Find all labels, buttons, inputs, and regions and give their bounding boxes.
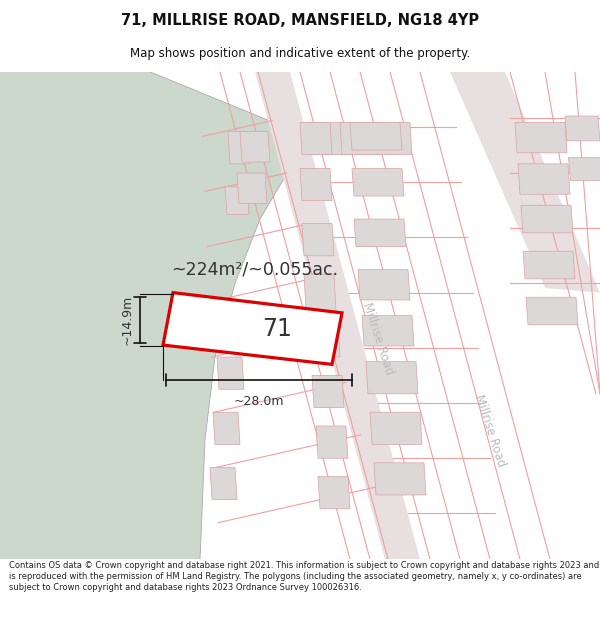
Text: Map shows position and indicative extent of the property.: Map shows position and indicative extent… bbox=[130, 48, 470, 61]
Polygon shape bbox=[523, 251, 575, 279]
Polygon shape bbox=[370, 412, 422, 444]
Polygon shape bbox=[358, 269, 410, 300]
Polygon shape bbox=[308, 122, 382, 154]
Polygon shape bbox=[340, 122, 412, 154]
Polygon shape bbox=[515, 122, 567, 153]
Text: ~28.0m: ~28.0m bbox=[234, 395, 284, 408]
Polygon shape bbox=[352, 169, 404, 196]
Text: Millrise Road: Millrise Road bbox=[360, 301, 396, 376]
Polygon shape bbox=[302, 224, 334, 256]
Polygon shape bbox=[526, 298, 578, 325]
Polygon shape bbox=[217, 357, 244, 389]
Polygon shape bbox=[300, 169, 332, 201]
Text: Contains OS data © Crown copyright and database right 2021. This information is : Contains OS data © Crown copyright and d… bbox=[9, 561, 599, 592]
Polygon shape bbox=[237, 173, 267, 203]
Text: ~14.9m: ~14.9m bbox=[121, 295, 134, 346]
Polygon shape bbox=[255, 72, 420, 559]
Text: ~224m²/~0.055ac.: ~224m²/~0.055ac. bbox=[172, 261, 338, 279]
Polygon shape bbox=[450, 72, 600, 292]
Polygon shape bbox=[354, 219, 406, 247]
Polygon shape bbox=[300, 122, 332, 154]
Polygon shape bbox=[240, 132, 270, 162]
Text: 71: 71 bbox=[263, 317, 292, 341]
Polygon shape bbox=[210, 468, 237, 499]
Polygon shape bbox=[163, 292, 342, 364]
Polygon shape bbox=[225, 187, 249, 214]
Text: 71, MILLRISE ROAD, MANSFIELD, NG18 4YP: 71, MILLRISE ROAD, MANSFIELD, NG18 4YP bbox=[121, 12, 479, 28]
Polygon shape bbox=[521, 205, 573, 233]
Polygon shape bbox=[318, 477, 350, 509]
Polygon shape bbox=[565, 116, 600, 141]
Polygon shape bbox=[350, 122, 402, 150]
Text: Millrise Road: Millrise Road bbox=[472, 392, 508, 468]
Polygon shape bbox=[316, 426, 348, 458]
Polygon shape bbox=[312, 376, 344, 408]
Polygon shape bbox=[228, 132, 250, 164]
Polygon shape bbox=[0, 72, 290, 559]
Polygon shape bbox=[308, 325, 340, 357]
Polygon shape bbox=[366, 362, 418, 394]
Polygon shape bbox=[518, 164, 570, 194]
Polygon shape bbox=[213, 412, 240, 444]
Polygon shape bbox=[374, 462, 426, 495]
Polygon shape bbox=[362, 316, 414, 346]
Polygon shape bbox=[568, 158, 600, 181]
Polygon shape bbox=[304, 274, 336, 311]
